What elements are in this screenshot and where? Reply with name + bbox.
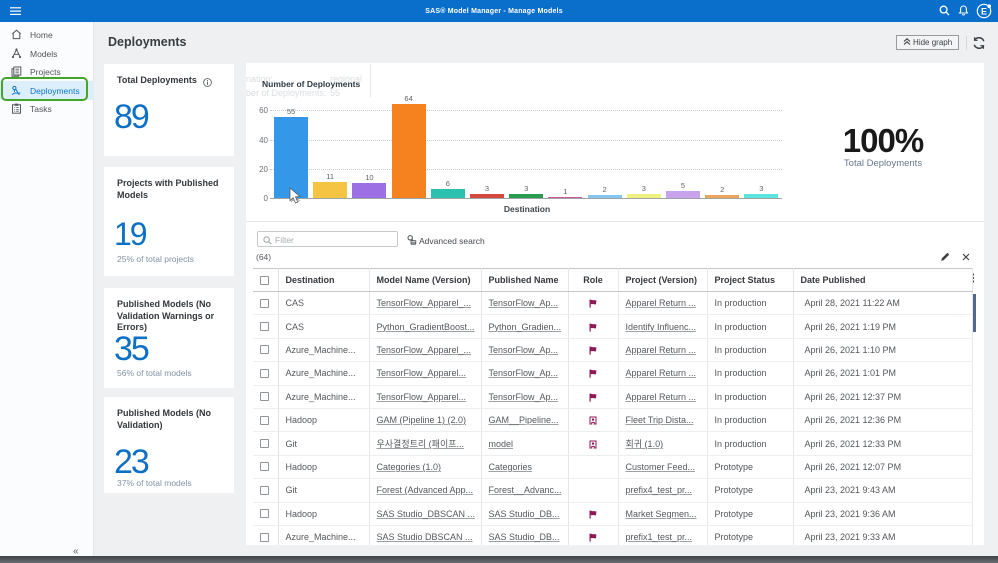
svg-text:E: E — [981, 6, 987, 16]
